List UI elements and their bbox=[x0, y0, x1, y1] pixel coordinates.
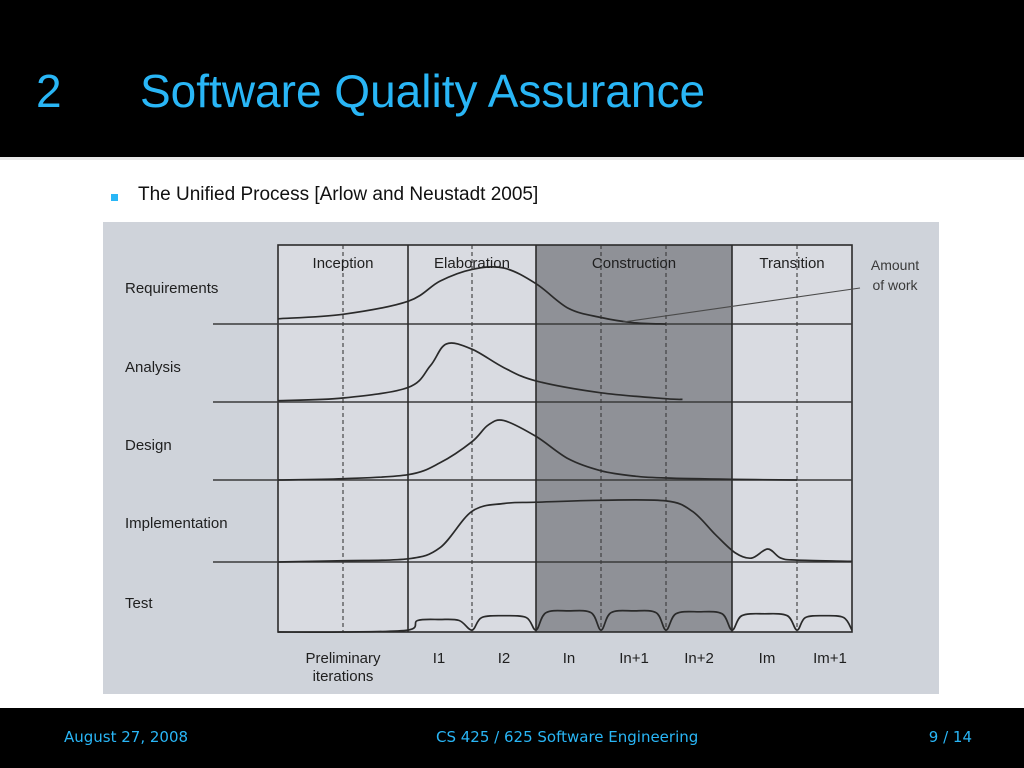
slide-title: Software Quality Assurance bbox=[140, 65, 706, 117]
workflow-labels: Requirements Analysis Design Implementation… bbox=[125, 280, 228, 612]
phase-label-transition: Transition bbox=[759, 255, 824, 272]
iteration-label: Im+1 bbox=[813, 650, 847, 667]
bullet-square-icon bbox=[111, 194, 118, 201]
footer-course: CS 425 / 625 Software Engineering bbox=[436, 728, 699, 746]
construction-phase-shade bbox=[536, 245, 732, 632]
phase-label-construction: Construction bbox=[592, 255, 676, 272]
chart-curves bbox=[277, 266, 853, 633]
footer-date: August 27, 2008 bbox=[64, 728, 189, 746]
iteration-label: In bbox=[563, 650, 576, 667]
iteration-label: I2 bbox=[498, 650, 511, 667]
workload-curve-test bbox=[277, 609, 853, 633]
workload-curve-requirements bbox=[277, 266, 667, 325]
footer-bar bbox=[0, 708, 1024, 768]
footer-page-number: 9 / 14 bbox=[928, 728, 972, 746]
unified-process-figure: Inception Elaboration Construction Transiti… bbox=[103, 222, 939, 694]
workload-curve-analysis bbox=[277, 342, 683, 402]
iteration-label: Preliminary bbox=[305, 650, 381, 667]
annotation-group: Amount of work bbox=[622, 257, 919, 323]
grid-frame bbox=[277, 244, 853, 633]
workflow-label-implementation: Implementation bbox=[125, 515, 228, 532]
annotation-amount-of-work: Amount bbox=[871, 257, 919, 273]
workflow-label-test: Test bbox=[125, 595, 153, 612]
phase-label-inception: Inception bbox=[313, 255, 374, 272]
workflow-label-analysis: Analysis bbox=[125, 359, 181, 376]
iteration-label: In+2 bbox=[684, 650, 714, 667]
annotation-pointer-line bbox=[622, 287, 861, 323]
workflow-label-design: Design bbox=[125, 437, 172, 454]
workflow-label-requirements: Requirements bbox=[125, 280, 218, 297]
phase-label-elaboration: Elaboration bbox=[434, 255, 510, 272]
iteration-label: In+1 bbox=[619, 650, 649, 667]
annotation-amount-of-work: of work bbox=[872, 277, 918, 293]
slide-number: 2 bbox=[36, 65, 62, 117]
iteration-label: iterations bbox=[313, 668, 374, 685]
phase-labels: Inception Elaboration Construction Transiti… bbox=[313, 255, 825, 272]
iteration-label: I1 bbox=[433, 650, 446, 667]
header-band bbox=[0, 0, 1024, 157]
bullet-text: The Unified Process [Arlow and Neustadt … bbox=[138, 184, 539, 205]
workload-curve-implementation bbox=[277, 498, 853, 563]
iteration-label: Im bbox=[759, 650, 776, 667]
header-divider bbox=[0, 157, 1024, 160]
workload-curve-design bbox=[277, 419, 798, 481]
